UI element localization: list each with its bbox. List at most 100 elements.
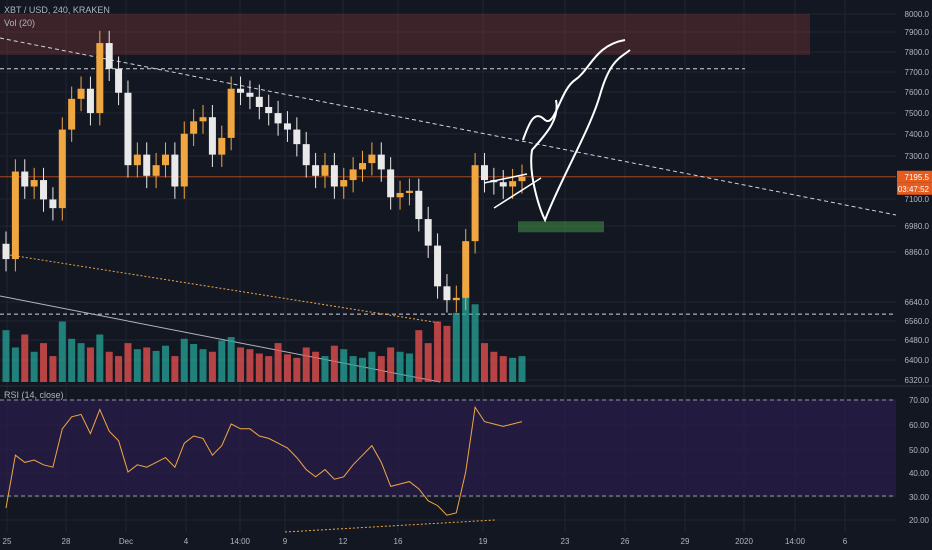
volume-bar xyxy=(265,356,273,382)
rsi-band xyxy=(0,400,896,496)
candle-body xyxy=(49,199,57,209)
volume-bar xyxy=(246,349,254,382)
candle-body xyxy=(68,98,76,130)
volume-bar xyxy=(405,353,413,382)
rsi-tick-label: 20.00 xyxy=(909,516,930,525)
price-tick-label: 7800.0 xyxy=(905,48,930,57)
candle-body xyxy=(105,43,113,69)
price-tick-label: 6560.0 xyxy=(905,317,930,326)
candle-body xyxy=(405,190,413,193)
price-tick-label: 7600.0 xyxy=(905,88,930,97)
volume-bar xyxy=(509,357,517,382)
volume-bar xyxy=(452,312,460,382)
rsi-tick-label: 40.00 xyxy=(909,469,930,478)
candle-body xyxy=(293,129,301,145)
candle-body xyxy=(11,171,19,260)
candle-body xyxy=(2,243,10,260)
volume-bar xyxy=(321,356,329,382)
candle-body xyxy=(471,165,479,242)
candle-body xyxy=(77,88,85,99)
volume-bar xyxy=(518,356,526,382)
candle-body xyxy=(359,163,367,170)
volume-bar xyxy=(312,351,320,382)
volume-bar xyxy=(161,345,169,382)
volume-bar xyxy=(499,356,507,382)
candle-body xyxy=(96,43,104,114)
candle-body xyxy=(434,245,442,287)
candle-body xyxy=(387,169,395,198)
price-candles xyxy=(2,30,526,313)
volume-bar xyxy=(237,347,245,382)
volume-bar xyxy=(124,343,132,382)
volume-bar xyxy=(283,354,291,382)
candle-body xyxy=(499,182,507,187)
candle-body xyxy=(199,117,207,122)
countdown-tag xyxy=(897,182,932,195)
candle-body xyxy=(133,154,141,166)
time-tick-label: 19 xyxy=(479,537,488,546)
support-zone xyxy=(518,221,604,233)
rsi-tick-label: 50.00 xyxy=(909,446,930,455)
volume-bar xyxy=(180,338,188,382)
candle-body xyxy=(330,165,338,187)
lower-trendline xyxy=(0,295,441,383)
candle-body xyxy=(302,144,310,166)
candle-body xyxy=(377,154,385,170)
volume-legend[interactable]: Vol (20) xyxy=(4,18,36,28)
candle-body xyxy=(124,92,132,166)
rsi-pane xyxy=(0,385,932,516)
candle-body xyxy=(480,165,488,181)
resistance-zone xyxy=(0,14,810,55)
candle-body xyxy=(58,129,66,209)
orange-trendline xyxy=(9,254,441,324)
volume-bar xyxy=(434,321,442,382)
rsi-legend[interactable]: RSI (14, close) xyxy=(4,390,64,400)
volume-bar xyxy=(349,356,357,382)
annotation-zones xyxy=(0,14,896,315)
volume-bar xyxy=(227,337,235,382)
rsi-axis[interactable]: 70.00 60.00 50.00 40.00 30.00 20.00 xyxy=(909,396,930,525)
volume-bar xyxy=(171,356,179,382)
price-axis[interactable]: 8000.0 7900.0 7800.0 7700.0 7600.0 7500.0 7400… xyxy=(905,10,930,385)
candle-body xyxy=(246,92,254,97)
time-axis[interactable]: 25 28 Dec 4 14:00 9 12 16 19 23 26 29 2020 14:00 6 xyxy=(3,537,848,546)
volume-bar xyxy=(68,338,76,382)
candle-body xyxy=(274,113,282,124)
volume-bar xyxy=(2,330,10,382)
last-price-tag xyxy=(897,170,932,183)
volume-bar xyxy=(255,353,263,382)
volume-bar xyxy=(368,351,376,382)
candle-body xyxy=(86,88,94,114)
candle-body xyxy=(443,286,451,301)
symbol-legend[interactable]: XBT / USD, 240, KRAKEN xyxy=(4,5,110,15)
volume-bar xyxy=(377,356,385,382)
volume-bar xyxy=(274,343,282,382)
time-tick-label: 25 xyxy=(3,537,12,546)
candle-body xyxy=(30,180,38,187)
projected-path xyxy=(522,39,631,223)
price-tick-label: 7400.0 xyxy=(905,130,930,139)
volume-bar xyxy=(330,345,338,382)
volume-bar xyxy=(387,347,395,382)
candle-body xyxy=(171,154,179,187)
candle-body xyxy=(265,106,273,114)
candle-body xyxy=(40,180,48,200)
rsi-tick-label: 60.00 xyxy=(909,421,930,430)
volume-bar xyxy=(293,357,301,382)
price-tick-label: 7100.0 xyxy=(905,195,930,204)
time-tick-label: 14:00 xyxy=(785,537,806,546)
candle-body xyxy=(462,241,470,298)
price-tags: 7195.5 03:47:52 xyxy=(897,170,932,195)
last-price-text: 7195.5 xyxy=(905,173,930,182)
candle-body xyxy=(368,154,376,164)
volume-bar xyxy=(143,347,151,382)
volume-bar xyxy=(340,349,348,382)
volume-bar xyxy=(302,347,310,382)
volume-bar xyxy=(480,343,488,382)
candle-body xyxy=(237,88,245,93)
candle-body xyxy=(349,169,357,181)
volume-bar xyxy=(11,347,19,382)
wedge-upper-line xyxy=(483,173,528,184)
candle-body xyxy=(509,181,517,187)
